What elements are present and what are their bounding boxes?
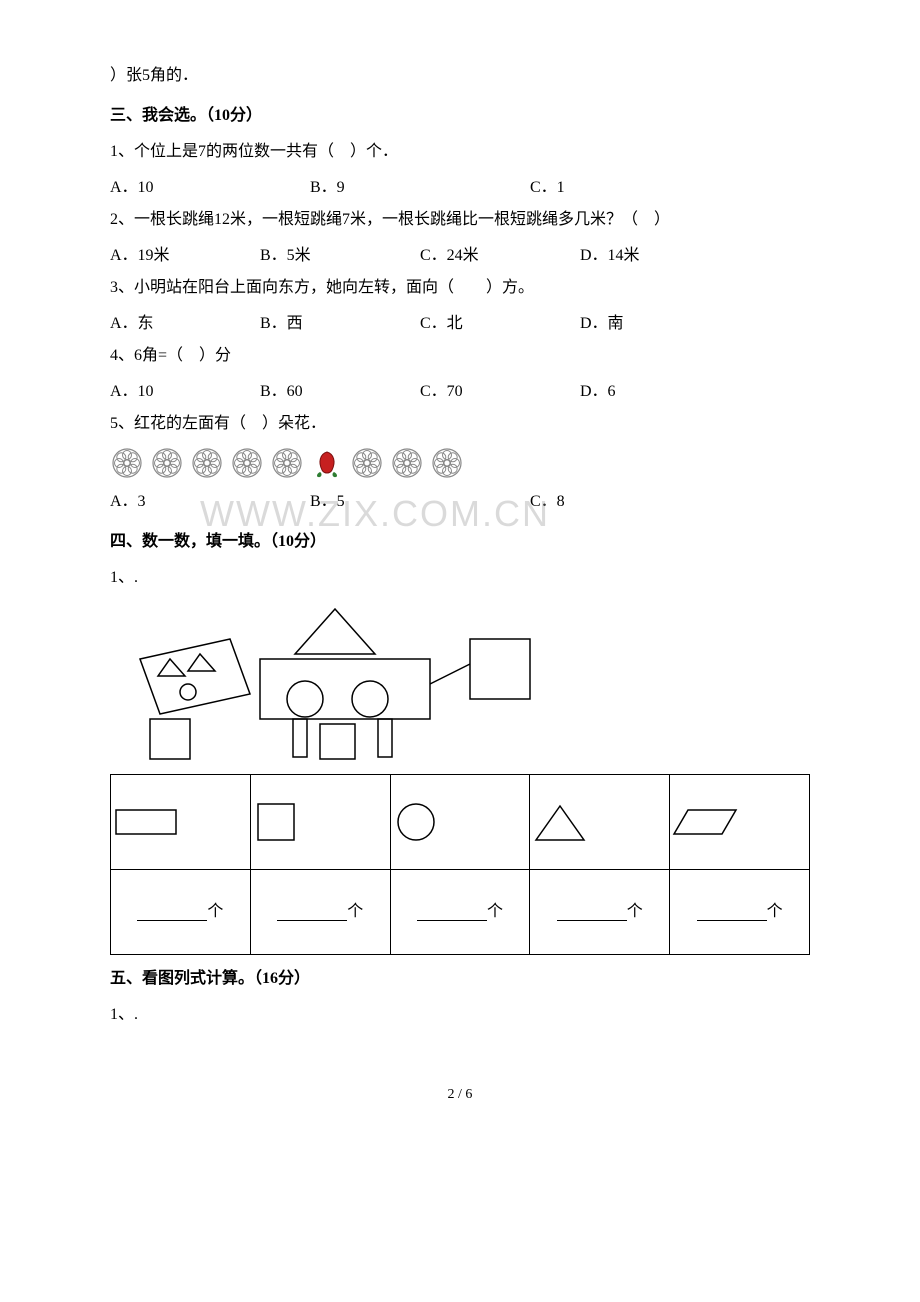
white-flower-icon xyxy=(270,446,304,480)
q3-2-opt-d: D．14米 xyxy=(580,240,700,272)
q3-5-stem: 5、红花的左面有（ ）朵花． xyxy=(110,408,810,440)
q3-2-options: A．19米 B．5米 C．24米 D．14米 xyxy=(110,240,810,272)
q3-2-opt-b: B．5米 xyxy=(260,240,420,272)
q3-3-opt-b: B．西 xyxy=(260,308,420,340)
q3-5-opt-c: C．8 xyxy=(530,486,690,518)
q3-4-opt-b: B．60 xyxy=(260,376,420,408)
answer-cell-2: 个 xyxy=(250,870,390,955)
suffix-4: 个 xyxy=(627,903,643,920)
q3-4-options: A．10 B．60 C．70 D．6 xyxy=(110,376,810,408)
white-flower-icon xyxy=(350,446,384,480)
answer-cell-1: 个 xyxy=(111,870,251,955)
answer-cell-5: 个 xyxy=(670,870,810,955)
shape-cell-triangle xyxy=(530,775,670,870)
q3-3-opt-c: C．北 xyxy=(420,308,580,340)
q3-4-stem: 4、6角=（ ）分 xyxy=(110,340,810,372)
suffix-2: 个 xyxy=(347,903,363,920)
composite-shapes-diagram xyxy=(110,604,810,764)
q3-3-opt-a: A．东 xyxy=(110,308,260,340)
shape-cell-rectangle xyxy=(111,775,251,870)
continuation-line: ）张5角的． xyxy=(110,60,810,92)
q3-3-opt-d: D．南 xyxy=(580,308,700,340)
white-flower-icon xyxy=(390,446,424,480)
rectangle-icon xyxy=(111,802,181,842)
page-number: 2 / 6 xyxy=(110,1081,810,1109)
suffix-5: 个 xyxy=(767,903,783,920)
white-flower-icon xyxy=(150,446,184,480)
circle-icon xyxy=(391,797,441,847)
parallelogram-icon xyxy=(670,802,740,842)
q3-1-stem: 1、个位上是7的两位数一共有（ ）个． xyxy=(110,136,810,168)
section3-title: 三、我会选。（10分） xyxy=(110,100,810,132)
suffix-1: 个 xyxy=(207,903,223,920)
section4-title: 四、数一数，填一填。（10分） xyxy=(110,526,810,558)
q3-2-opt-c: C．24米 xyxy=(420,240,580,272)
section5-title: 五、看图列式计算。（16分） xyxy=(110,963,810,995)
q3-5-opt-a: A．3 xyxy=(110,486,310,518)
q3-1-opt-c: C．1 xyxy=(530,172,690,204)
white-flower-icon xyxy=(190,446,224,480)
q3-3-stem: 3、小明站在阳台上面向东方，她向左转，面向（ ）方。 xyxy=(110,272,810,304)
q3-5-opt-b: B．5 xyxy=(310,486,530,518)
q3-3-options: A．东 B．西 C．北 D．南 xyxy=(110,308,810,340)
shape-count-table: 个 个 个 个 个 xyxy=(110,774,810,955)
shape-cell-parallelogram xyxy=(670,775,810,870)
q3-2-opt-a: A．19米 xyxy=(110,240,260,272)
q3-1-options: A．10 B．9 C．1 xyxy=(110,172,810,204)
red-flower-icon xyxy=(310,446,344,480)
q5-1-label: 1、. xyxy=(110,999,810,1031)
q4-1-label: 1、. xyxy=(110,562,810,594)
suffix-3: 个 xyxy=(487,903,503,920)
q3-4-opt-d: D．6 xyxy=(580,376,700,408)
answer-cell-3: 个 xyxy=(390,870,530,955)
q3-1-opt-a: A．10 xyxy=(110,172,310,204)
white-flower-icon xyxy=(230,446,264,480)
q3-4-opt-c: C．70 xyxy=(420,376,580,408)
white-flower-icon xyxy=(110,446,144,480)
q3-1-opt-b: B．9 xyxy=(310,172,530,204)
white-flower-icon xyxy=(430,446,464,480)
triangle-icon xyxy=(530,800,590,845)
answer-cell-4: 个 xyxy=(530,870,670,955)
q3-4-opt-a: A．10 xyxy=(110,376,260,408)
q3-2-stem: 2、一根长跳绳12米，一根短跳绳7米，一根长跳绳比一根短跳绳多几米？（ ） xyxy=(110,204,810,236)
shape-cell-square xyxy=(250,775,390,870)
shape-cell-circle xyxy=(390,775,530,870)
flower-row xyxy=(110,446,810,480)
square-icon xyxy=(251,797,301,847)
q3-5-options: A．3 B．5 C．8 xyxy=(110,486,810,518)
